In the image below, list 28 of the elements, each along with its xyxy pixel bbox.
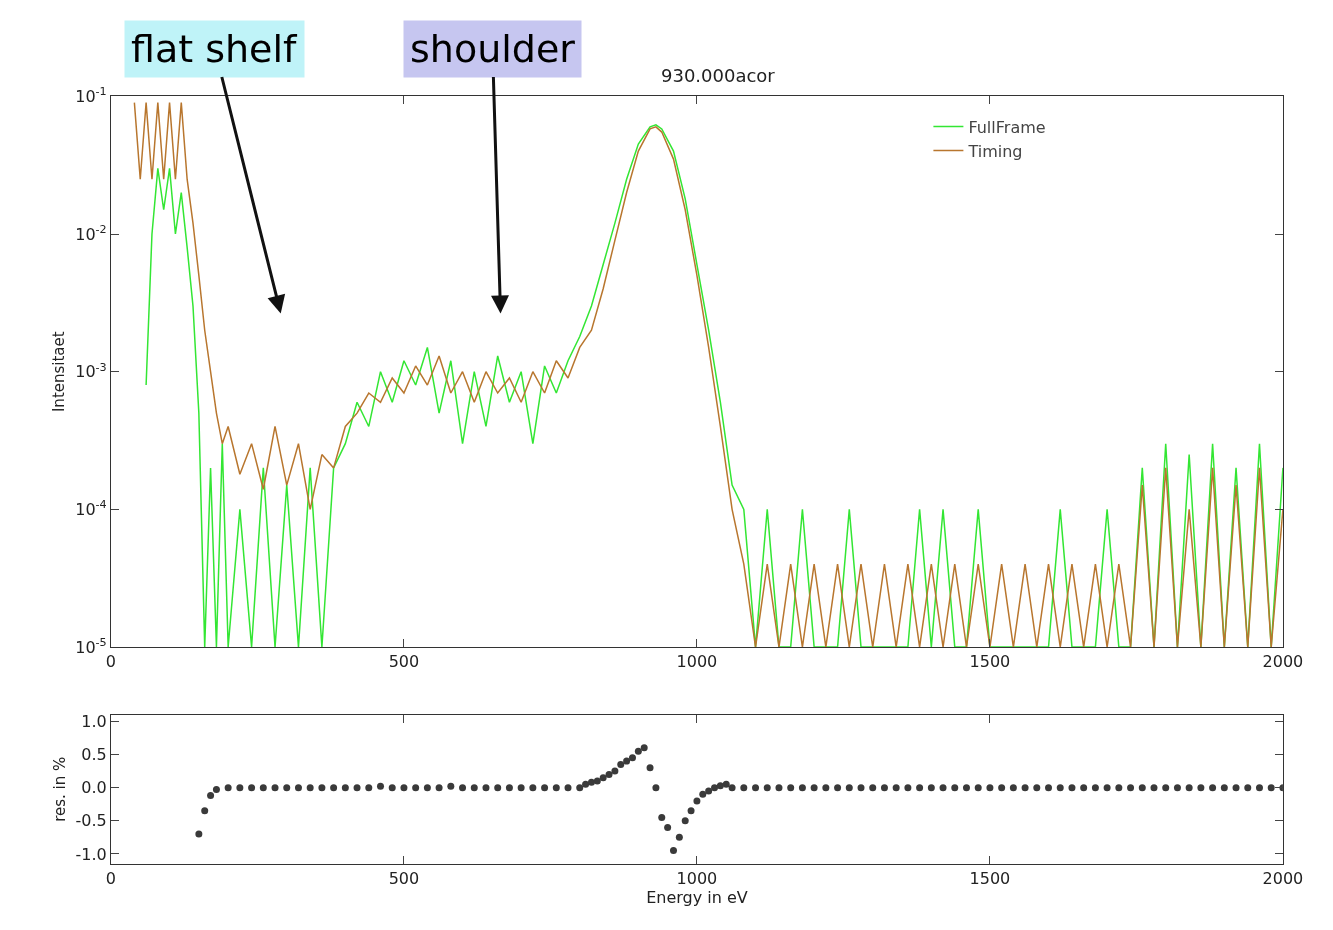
- x-tick-label: 500: [388, 652, 420, 672]
- x-tick-label: 1000: [676, 652, 718, 672]
- x-axis-title: Energy in eV: [646, 888, 748, 908]
- y-tick-label: 0.0: [81, 778, 107, 798]
- y-tick-label: 0.5: [81, 745, 107, 765]
- y-tick-label: 10$^{-1}$: [75, 85, 107, 106]
- y-tick-label: 10$^{-4}$: [75, 498, 107, 519]
- x-tick-label: 0: [105, 652, 117, 672]
- legend-label: FullFrame: [968, 117, 1046, 137]
- legend-label: Timing: [967, 141, 1023, 161]
- x-tick-label: 2000: [1262, 652, 1304, 672]
- y-tick-label: 1.0: [81, 711, 107, 731]
- y-tick-label: 10$^{-3}$: [75, 360, 107, 382]
- x-tick-label: 1500: [969, 869, 1011, 889]
- text: flat shelf: [131, 27, 299, 71]
- text: shoulder: [410, 27, 576, 71]
- y-axis-title: Intensitaet: [50, 331, 69, 413]
- y-tick-label: 10$^{-5}$: [75, 635, 107, 657]
- y-axis-title: res. in %: [50, 756, 69, 822]
- x-tick-label: 1000: [676, 869, 718, 889]
- x-tick-label: 500: [388, 869, 420, 889]
- x-tick-label: 1500: [969, 652, 1011, 672]
- y-tick-label: -0.5: [75, 811, 107, 831]
- x-tick-label: 2000: [1262, 869, 1304, 889]
- x-tick-label: 0: [105, 869, 117, 889]
- chart-title: 930.000acor: [661, 65, 776, 86]
- y-tick-label: 10$^{-2}$: [75, 222, 107, 244]
- y-tick-label: -1.0: [75, 844, 107, 864]
